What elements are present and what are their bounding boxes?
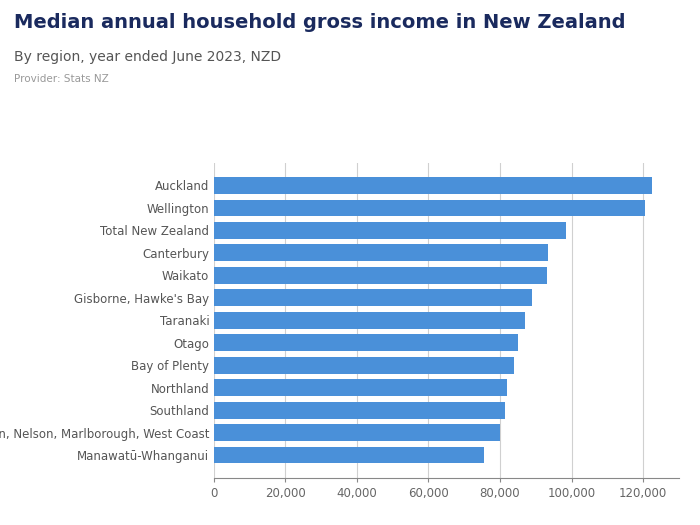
Bar [214,289,532,306]
Bar [214,334,518,351]
Bar [214,402,505,418]
Bar [214,312,525,329]
Bar [214,200,645,216]
Bar [214,245,548,261]
Bar [214,447,484,464]
Bar [214,424,500,441]
Text: Provider: Stats NZ: Provider: Stats NZ [14,74,108,83]
Bar [214,357,514,374]
Bar [214,267,547,284]
Text: figure.nz: figure.nz [582,23,666,39]
Bar [214,379,507,396]
Bar [214,222,566,239]
Text: By region, year ended June 2023, NZD: By region, year ended June 2023, NZD [14,50,281,64]
Bar [214,177,652,194]
Text: Median annual household gross income in New Zealand: Median annual household gross income in … [14,13,626,32]
